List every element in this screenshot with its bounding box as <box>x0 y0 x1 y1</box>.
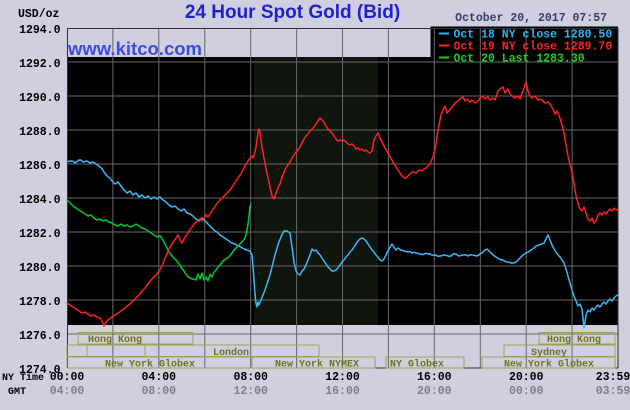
svg-text:NY Globex: NY Globex <box>390 359 444 371</box>
svg-text:New York Globex: New York Globex <box>105 359 195 371</box>
svg-text:1286.0: 1286.0 <box>19 160 61 173</box>
svg-text:October 20, 2017 07:57: October 20, 2017 07:57 <box>455 12 607 25</box>
svg-text:1284.0: 1284.0 <box>19 194 61 207</box>
svg-text:Oct 18 NY close 1280.50: Oct 18 NY close 1280.50 <box>454 29 613 42</box>
svg-text:16:00: 16:00 <box>325 385 360 398</box>
svg-text:08:00: 08:00 <box>142 385 177 398</box>
svg-text:04:00: 04:00 <box>50 385 85 398</box>
svg-text:03:59: 03:59 <box>596 385 630 398</box>
svg-text:04:00: 04:00 <box>142 371 177 384</box>
svg-text:00:00: 00:00 <box>50 371 85 384</box>
svg-text:Hong Kong: Hong Kong <box>88 335 142 346</box>
svg-text:12:00: 12:00 <box>325 371 360 384</box>
svg-text:www.kitco.com: www.kitco.com <box>67 38 202 59</box>
svg-text:1290.0: 1290.0 <box>19 92 61 105</box>
svg-text:New York NYMEX: New York NYMEX <box>275 359 359 371</box>
svg-text:NY Time: NY Time <box>2 372 44 384</box>
svg-text:Sydney: Sydney <box>531 347 567 359</box>
svg-text:1278.0: 1278.0 <box>19 296 61 309</box>
svg-text:New York Globex: New York Globex <box>504 359 594 371</box>
svg-text:1276.0: 1276.0 <box>19 330 61 343</box>
svg-text:24 Hour Spot Gold (Bid): 24 Hour Spot Gold (Bid) <box>185 2 400 23</box>
svg-text:00:00: 00:00 <box>509 385 544 398</box>
svg-text:Hong Kong: Hong Kong <box>547 335 601 346</box>
svg-text:1292.0: 1292.0 <box>19 58 61 71</box>
svg-text:Oct 19 NY close 1289.70: Oct 19 NY close 1289.70 <box>454 41 613 54</box>
svg-text:20:00: 20:00 <box>417 385 452 398</box>
svg-text:08:00: 08:00 <box>233 371 268 384</box>
svg-text:1294.0: 1294.0 <box>19 24 61 37</box>
svg-text:GMT: GMT <box>8 387 26 398</box>
svg-text:23:59: 23:59 <box>596 371 630 384</box>
svg-text:16:00: 16:00 <box>417 371 452 384</box>
svg-text:1274.0: 1274.0 <box>19 364 61 377</box>
svg-text:1282.0: 1282.0 <box>19 228 61 241</box>
svg-text:20:00: 20:00 <box>509 371 544 384</box>
svg-text:1288.0: 1288.0 <box>19 126 61 139</box>
svg-text:12:00: 12:00 <box>233 385 268 398</box>
svg-text:USD/oz: USD/oz <box>18 8 60 21</box>
svg-text:1280.0: 1280.0 <box>19 262 61 275</box>
svg-text:Oct 20 Last 1283.30: Oct 20 Last 1283.30 <box>454 53 585 66</box>
svg-text:London: London <box>213 347 249 359</box>
